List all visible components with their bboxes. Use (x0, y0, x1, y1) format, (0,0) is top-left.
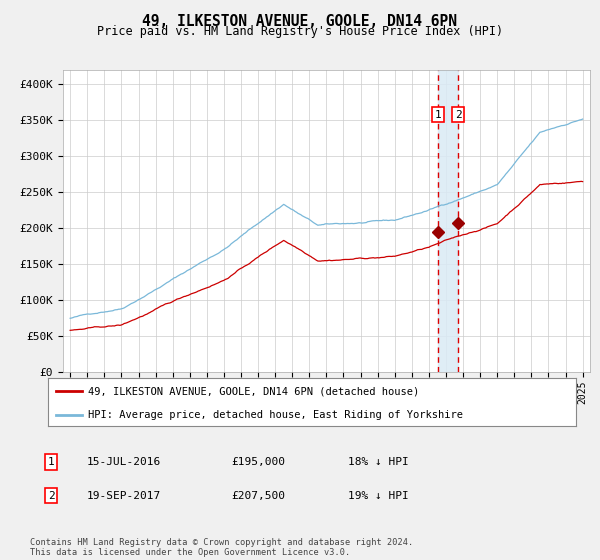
Text: 18% ↓ HPI: 18% ↓ HPI (348, 457, 409, 467)
Text: 49, ILKESTON AVENUE, GOOLE, DN14 6PN (detached house): 49, ILKESTON AVENUE, GOOLE, DN14 6PN (de… (88, 386, 419, 396)
Text: £207,500: £207,500 (231, 491, 285, 501)
Text: HPI: Average price, detached house, East Riding of Yorkshire: HPI: Average price, detached house, East… (88, 410, 463, 420)
Text: 1: 1 (47, 457, 55, 467)
Text: £195,000: £195,000 (231, 457, 285, 467)
Bar (438, 70, 458, 372)
Text: 49, ILKESTON AVENUE, GOOLE, DN14 6PN: 49, ILKESTON AVENUE, GOOLE, DN14 6PN (143, 14, 458, 29)
Text: 2: 2 (455, 110, 461, 120)
Text: Price paid vs. HM Land Registry's House Price Index (HPI): Price paid vs. HM Land Registry's House … (97, 25, 503, 38)
Text: 19-SEP-2017: 19-SEP-2017 (87, 491, 161, 501)
Text: 19% ↓ HPI: 19% ↓ HPI (348, 491, 409, 501)
Text: 1: 1 (435, 110, 442, 120)
Text: 15-JUL-2016: 15-JUL-2016 (87, 457, 161, 467)
Text: Contains HM Land Registry data © Crown copyright and database right 2024.
This d: Contains HM Land Registry data © Crown c… (30, 538, 413, 557)
Text: 2: 2 (47, 491, 55, 501)
